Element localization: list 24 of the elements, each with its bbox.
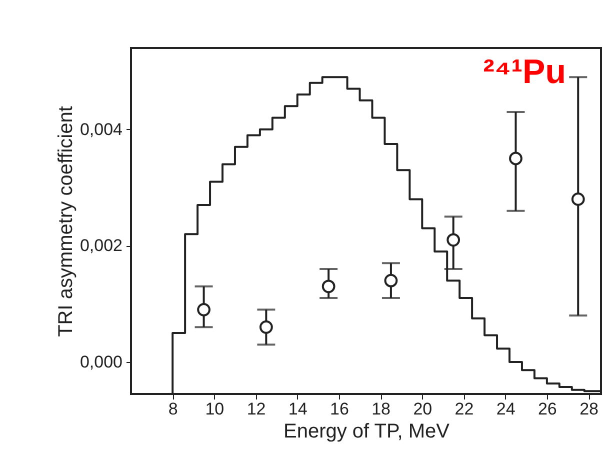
point [384,274,398,288]
point [446,233,460,247]
x-tick-label: 20 [413,400,432,418]
y-tick-label: 0,002 [80,236,122,256]
point [259,320,273,334]
y-tick-label: 0,000 [80,352,122,372]
point [322,280,336,294]
x-tick-label: 24 [496,400,516,418]
x-tick-label: 16 [330,400,349,418]
y-tick-label: 0,004 [80,120,122,139]
x-tick-label: 26 [538,400,557,418]
point [509,152,522,166]
x-tick-label: 28 [580,400,598,418]
annotation: ²⁴¹Pu [483,53,566,91]
x-tick-label: 10 [205,400,224,418]
x-axis-title: Energy of TP, MeV [283,420,450,442]
point [197,302,210,316]
point [571,192,585,206]
x-tick-label: 18 [372,400,391,418]
x-tick-label: 12 [246,400,266,418]
y-axis-title: TRI asymmetry coefficient [54,106,77,337]
x-tick-label: 14 [288,400,308,418]
x-tick-label: 8 [168,400,178,418]
x-tick-label: 22 [454,400,474,418]
